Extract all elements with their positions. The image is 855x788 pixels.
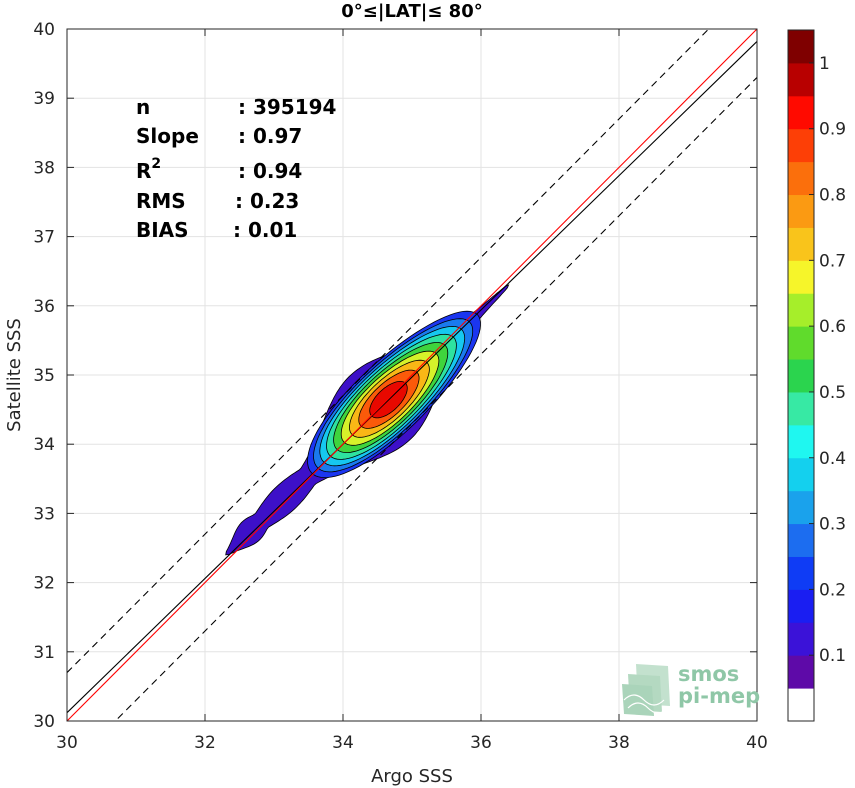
x-tick-label: 32: [194, 733, 216, 753]
colorbar-segment: [788, 391, 814, 426]
x-axis-ticks: 30 32 34 36 38 40: [56, 29, 768, 753]
colorbar-tick-label: 0.2: [819, 580, 846, 600]
y-tick-label: 34: [33, 435, 55, 455]
colorbar-segment: [788, 688, 814, 722]
statistics-block: n : 395194 Slope : 0.97 R2 : 0.94 RMS : …: [136, 95, 336, 242]
x-tick-label: 38: [608, 733, 630, 753]
y-tick-label: 40: [33, 20, 55, 40]
colorbar-segment: [788, 523, 814, 557]
smos-pimep-logo: smos pi-mep: [622, 662, 760, 716]
stat-r2-superscript: 2: [151, 156, 161, 172]
stat-r2-letter: R: [136, 159, 151, 183]
colorbar-tick-label: 0.9: [819, 120, 846, 140]
y-tick-label: 35: [33, 366, 55, 386]
y-tick-label: 37: [33, 228, 55, 248]
x-tick-label: 40: [746, 733, 768, 753]
lower-bound-dashed-line: [114, 77, 757, 721]
colorbar-segment: [788, 589, 814, 623]
colorbar-segment: [788, 457, 814, 492]
regression-line: [67, 41, 757, 714]
colorbar-segment: [788, 490, 814, 525]
colorbar-segment: [788, 655, 814, 689]
y-tick-label: 38: [33, 158, 55, 178]
colorbar-segment: [788, 293, 814, 327]
colorbar-tick-label: 0.5: [819, 383, 846, 403]
logo-graphic: [622, 664, 670, 716]
colorbar-segment: [788, 556, 814, 590]
colorbar-segment: [788, 359, 814, 393]
identity-line: [67, 29, 757, 721]
colorbar-segment: [788, 62, 814, 97]
stat-r2-value: : 0.94: [238, 159, 302, 183]
stat-n-value: : 395194: [238, 95, 336, 119]
stat-n-label: n: [136, 95, 150, 119]
y-axis-ticks: 30 31 32 33 34 35 36 37 38 39 40: [33, 20, 757, 732]
y-tick-label: 30: [33, 712, 55, 732]
colorbar-segment: [788, 622, 814, 656]
colorbar-ticks: 0.1 0.2 0.3 0.4 0.5 0.6 0.7 0.8 0.9 1: [809, 54, 846, 666]
stat-bias-label: BIAS: [136, 218, 189, 242]
y-tick-label: 36: [33, 297, 55, 317]
colorbar-tick-label: 0.7: [819, 251, 846, 271]
colorbar-segment: [788, 424, 814, 459]
x-axis-label: Argo SSS: [371, 766, 453, 787]
colorbar-segment: [788, 95, 814, 130]
colorbar-segment: [788, 30, 814, 64]
colorbar-segment: [788, 326, 814, 360]
y-tick-label: 33: [33, 504, 55, 524]
stat-r2-label: R2: [136, 156, 161, 183]
x-tick-label: 34: [332, 733, 354, 753]
logo-line-1: smos: [678, 662, 739, 686]
reference-lines: [67, 29, 757, 721]
stat-slope-value: : 0.97: [238, 124, 302, 148]
chart-title: 0°≤|LAT|≤ 80°: [341, 1, 482, 22]
colorbar-segment: [788, 161, 814, 196]
y-axis-label: Satellite SSS: [4, 318, 25, 432]
colorbar-tick-label: 1: [819, 54, 830, 74]
stat-rms-value: : 0.23: [235, 189, 299, 213]
colorbar-tick-label: 0.1: [819, 646, 846, 666]
y-tick-label: 31: [33, 643, 55, 663]
colorbar-tick-label: 0.8: [819, 186, 846, 206]
stat-slope-label: Slope: [136, 124, 199, 148]
y-tick-label: 39: [33, 89, 55, 109]
x-tick-label: 36: [470, 733, 492, 753]
colorbar-tick-label: 0.6: [819, 317, 846, 337]
stat-rms-label: RMS: [136, 189, 186, 213]
colorbar-tick-label: 0.4: [819, 449, 846, 469]
y-tick-label: 32: [33, 574, 55, 594]
colorbar-segment: [788, 227, 814, 261]
colorbar-segment: [788, 260, 814, 294]
logo-line-2: pi-mep: [678, 684, 760, 708]
stat-bias-value: : 0.01: [233, 218, 297, 242]
x-tick-label: 30: [56, 733, 78, 753]
colorbar-tick-label: 0.3: [819, 515, 846, 535]
colorbar-segment: [788, 128, 814, 163]
colorbar-frame: [787, 29, 815, 722]
upper-bound-dashed-line: [67, 29, 710, 673]
colorbar: [788, 30, 814, 722]
colorbar-segment: [788, 194, 814, 228]
